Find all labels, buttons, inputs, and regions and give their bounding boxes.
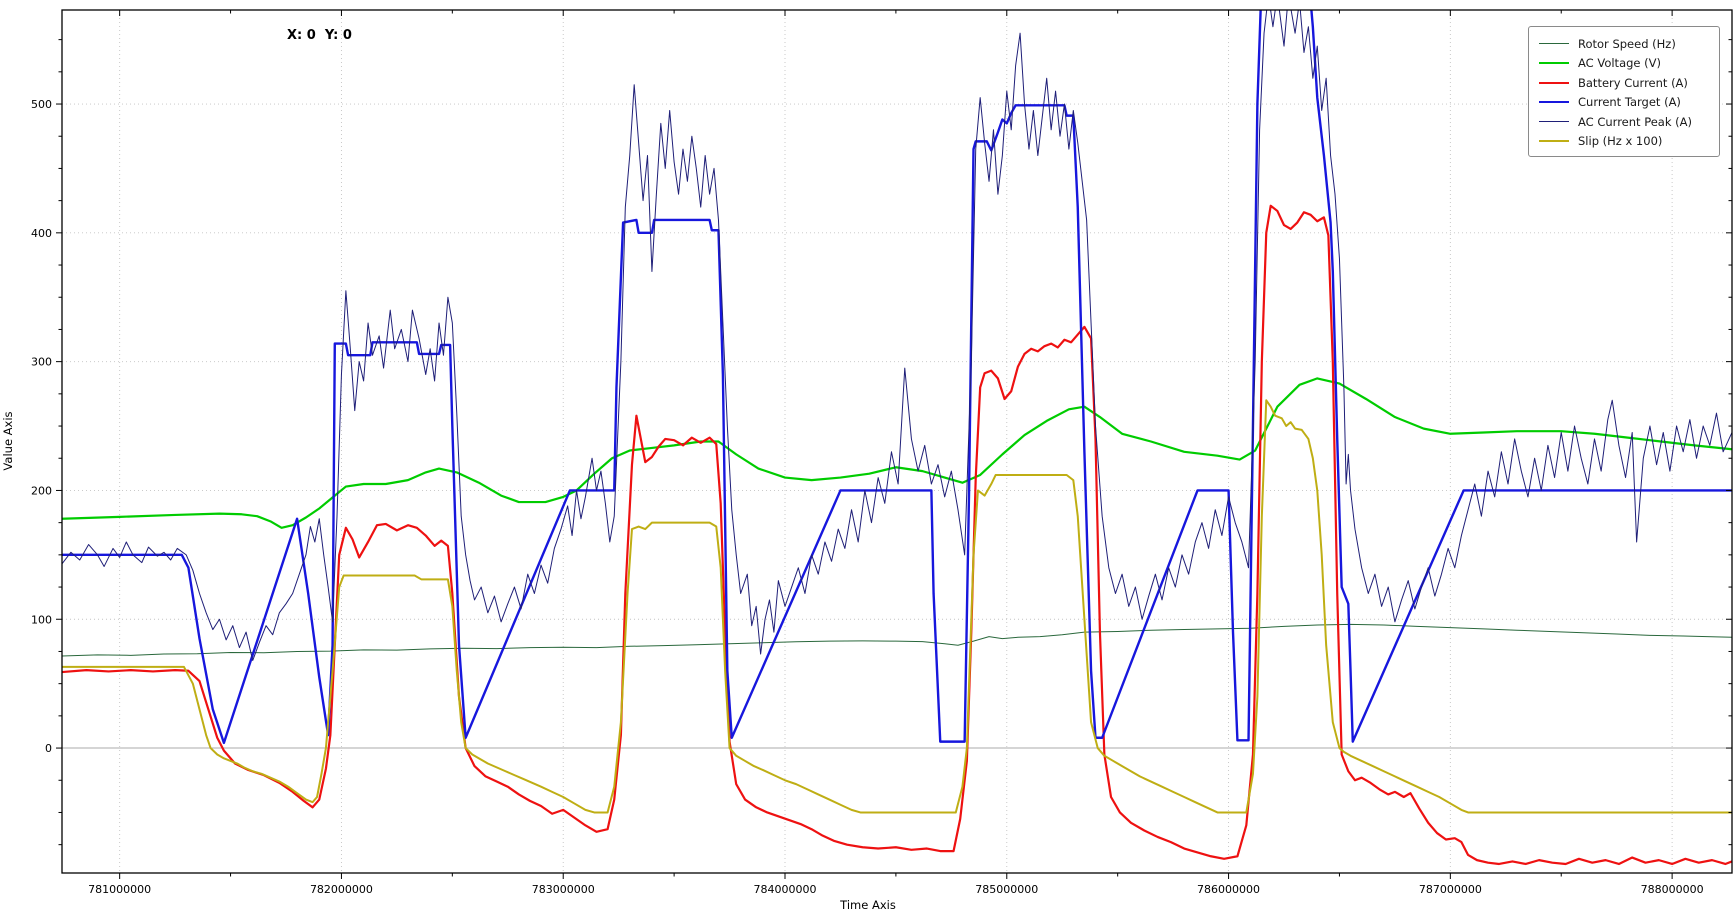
y-axis-title: Value Axis xyxy=(1,411,15,471)
gridlines xyxy=(62,10,1732,873)
series-ac-voltage-v xyxy=(62,377,1732,529)
series-battery-current-a xyxy=(62,204,1732,866)
legend-item: AC Current Peak (A) xyxy=(1539,112,1711,132)
legend: Rotor Speed (Hz) AC Voltage (V) Battery Cu… xyxy=(1528,26,1720,157)
tick-labels: 781000000 782000000 783000000 784000000 7850… xyxy=(31,98,1704,896)
series-ac-current-peak-a xyxy=(62,10,1732,661)
y-tick-label: 0 xyxy=(45,742,52,755)
legend-label: Current Target (A) xyxy=(1578,95,1681,110)
legend-label: Rotor Speed (Hz) xyxy=(1578,36,1676,51)
series-group xyxy=(62,10,1732,866)
x-tick-label: 786000000 xyxy=(1197,883,1260,896)
y-tick-label: 500 xyxy=(31,98,52,111)
legend-label: AC Current Peak (A) xyxy=(1578,114,1693,129)
y-tick-label: 100 xyxy=(31,613,52,626)
legend-line-swatch xyxy=(1539,140,1569,143)
legend-item: Rotor Speed (Hz) xyxy=(1539,34,1711,54)
x-axis-title: Time Axis xyxy=(840,898,896,912)
x-tick-label: 785000000 xyxy=(975,883,1038,896)
x-tick-label: 788000000 xyxy=(1641,883,1704,896)
legend-line-swatch xyxy=(1539,43,1569,45)
legend-item: Battery Current (A) xyxy=(1539,73,1711,93)
x-tick-label: 782000000 xyxy=(310,883,373,896)
y-tick-label: 300 xyxy=(31,356,52,369)
legend-label: AC Voltage (V) xyxy=(1578,56,1661,71)
legend-item: AC Voltage (V) xyxy=(1539,54,1711,74)
x-tick-label: 784000000 xyxy=(754,883,817,896)
legend-item: Slip (Hz x 100) xyxy=(1539,132,1711,152)
y-tick-label: 200 xyxy=(31,484,52,497)
cursor-readout: X: 0 Y: 0 xyxy=(287,28,352,43)
plot-border xyxy=(61,9,1733,874)
legend-item: Current Target (A) xyxy=(1539,93,1711,113)
y-tick-label: 400 xyxy=(31,227,52,240)
legend-line-swatch xyxy=(1539,101,1569,104)
legend-label: Slip (Hz x 100) xyxy=(1578,134,1663,149)
legend-label: Battery Current (A) xyxy=(1578,75,1688,90)
series-slip-hz-x-100 xyxy=(62,399,1732,814)
series-current-target-a xyxy=(62,10,1732,745)
legend-line-swatch xyxy=(1539,121,1569,123)
legend-line-swatch xyxy=(1539,62,1569,65)
x-tick-label: 781000000 xyxy=(88,883,151,896)
series-rotor-speed-hz xyxy=(62,623,1732,657)
axis-ticks xyxy=(56,10,1732,879)
x-tick-label: 787000000 xyxy=(1419,883,1482,896)
legend-line-swatch xyxy=(1539,81,1569,84)
x-tick-label: 783000000 xyxy=(532,883,595,896)
